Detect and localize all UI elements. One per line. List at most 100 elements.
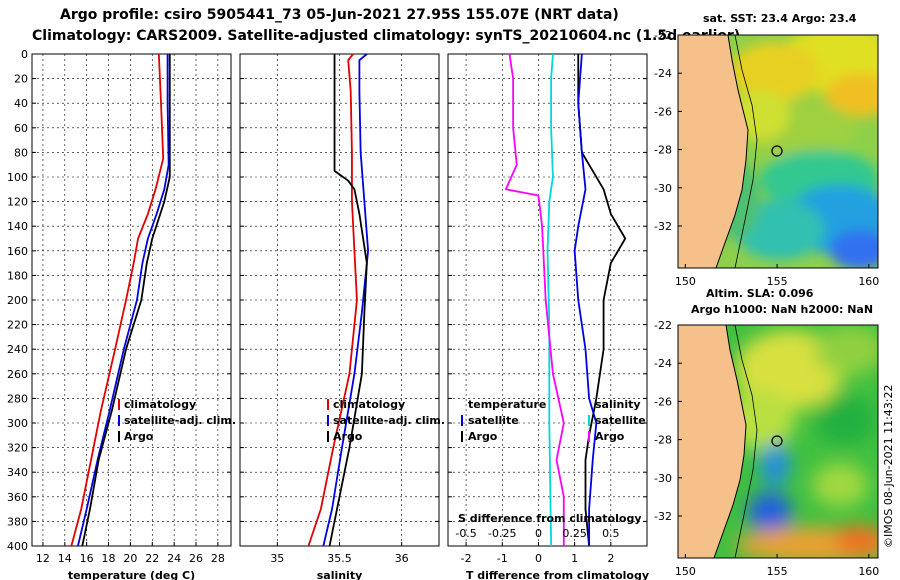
lat-tick-label: -32 bbox=[654, 220, 672, 233]
x-tick-label: 1 bbox=[571, 552, 578, 565]
lon-tick-label: 155 bbox=[767, 565, 788, 578]
title-line-1: Argo profile: csiro 5905441_73 05-Jun-20… bbox=[60, 7, 619, 23]
s-diff-tick-label: -0.25 bbox=[488, 527, 516, 540]
x-tick-label: 22 bbox=[145, 552, 159, 565]
sla-map-subtitle: Argo h1000: NaN h2000: NaN bbox=[691, 303, 873, 316]
lat-tick-label: -28 bbox=[654, 144, 672, 157]
x-tick-label: -2 bbox=[461, 552, 472, 565]
depth-tick-label: 40 bbox=[14, 97, 28, 110]
title-line-2: Climatology: CARS2009. Satellite-adjuste… bbox=[32, 28, 740, 44]
temperature-profile-chart: 0 20 40 60 80 100 120 140 160 180 200 220 240 260 280 3… bbox=[7, 48, 232, 580]
lat-tick-label: -32 bbox=[654, 510, 672, 523]
plot-frame bbox=[31, 53, 232, 547]
lon-tick-label: 155 bbox=[767, 275, 788, 288]
credit-text: ©IMOS 08-Jun-2021 11:43:22 bbox=[882, 384, 895, 548]
x-axis-label: salinity bbox=[317, 569, 363, 580]
lon-tick-label: 160 bbox=[858, 565, 879, 578]
lat-tick-label: -28 bbox=[654, 434, 672, 447]
depth-tick-label: 140 bbox=[7, 220, 28, 233]
x-tick-label: 20 bbox=[123, 552, 137, 565]
x-tick-label: 12 bbox=[36, 552, 50, 565]
depth-tick-label: 200 bbox=[7, 294, 28, 307]
s-difference-label: S difference from climatology bbox=[458, 512, 642, 525]
lat-tick-label: -26 bbox=[654, 395, 672, 408]
x-axis-label: temperature (deg C) bbox=[68, 569, 195, 580]
x-tick-label: -1 bbox=[497, 552, 508, 565]
legend-climatology: climatology bbox=[124, 398, 196, 411]
depth-tick-label: 380 bbox=[7, 515, 28, 528]
depth-tick-label: 100 bbox=[7, 171, 28, 184]
depth-tick-label: 160 bbox=[7, 245, 28, 258]
legend-sal-argo: Argo bbox=[595, 430, 625, 443]
depth-tick-label: 80 bbox=[14, 146, 28, 159]
series-line-satellite-adj-clim- bbox=[322, 53, 370, 547]
legend-difference-panel: temperature satellite Argo salinity sate… bbox=[461, 398, 646, 443]
series-line-climatology bbox=[307, 53, 358, 547]
x-tick-label: 24 bbox=[167, 552, 181, 565]
depth-tick-label: 60 bbox=[14, 122, 28, 135]
sla-map-title: Altim. SLA: 0.096 bbox=[706, 287, 814, 300]
lat-tick-label: -22 bbox=[654, 319, 672, 332]
x-tick-label: 26 bbox=[189, 552, 203, 565]
x-tick-label: 35 bbox=[270, 552, 284, 565]
legend-argo: Argo bbox=[124, 430, 154, 443]
legend-temp-satellite: satellite bbox=[468, 414, 519, 427]
legend-climatology: climatology bbox=[333, 398, 405, 411]
x-tick-label: 28 bbox=[211, 552, 225, 565]
legend-temperature-panel: climatology satellite-adj. clim. Argo bbox=[118, 398, 236, 443]
legend-sal-satellite: satellite bbox=[595, 414, 646, 427]
sst-map-title: sat. SST: 23.4 Argo: 23.4 bbox=[703, 12, 857, 25]
series-line-temperature-argo bbox=[577, 54, 627, 547]
series-line-salinity-argo bbox=[504, 53, 565, 546]
legend-satellite-adj: satellite-adj. clim. bbox=[124, 414, 236, 427]
series-line-temperature-satellite bbox=[546, 53, 554, 547]
series-line-salinity-satellite bbox=[573, 53, 598, 546]
x-tick-label: 16 bbox=[80, 552, 94, 565]
salinity-profile-chart: 35 35.5 36 salinity bbox=[239, 53, 440, 580]
series-line-climatology bbox=[70, 53, 165, 547]
x-tick-label: 14 bbox=[58, 552, 72, 565]
argo-location-marker bbox=[771, 145, 783, 157]
difference-profile-chart: -2 -1 0 1 2 T difference from climatology bbox=[447, 53, 649, 580]
x-tick-label: 0 bbox=[535, 552, 542, 565]
s-diff-tick-label: 0.25 bbox=[562, 527, 587, 540]
lat-tick-label: -24 bbox=[654, 67, 672, 80]
lat-tick-label: -24 bbox=[654, 357, 672, 370]
depth-tick-label: 400 bbox=[7, 540, 28, 553]
x-tick-label: 18 bbox=[102, 552, 116, 565]
depth-tick-label: 280 bbox=[7, 392, 28, 405]
series-line-argo bbox=[81, 54, 171, 547]
s-diff-tick-label: 0.5 bbox=[602, 527, 620, 540]
x-tick-label: 2 bbox=[607, 552, 614, 565]
plot-frame bbox=[447, 53, 648, 547]
legend-satellite-adj: satellite-adj. clim. bbox=[333, 414, 445, 427]
lon-tick-label: 150 bbox=[675, 275, 696, 288]
lon-tick-label: 150 bbox=[675, 565, 696, 578]
sst-map bbox=[677, 34, 879, 269]
depth-tick-label: 360 bbox=[7, 491, 28, 504]
series-line-argo bbox=[328, 54, 368, 547]
legend-salinity-title: salinity bbox=[595, 398, 641, 411]
depth-tick-label: 180 bbox=[7, 269, 28, 282]
legend-salinity-panel: climatology satellite-adj. clim. Argo bbox=[327, 398, 445, 443]
lat-tick-label: -30 bbox=[654, 472, 672, 485]
lat-tick-label: -30 bbox=[654, 182, 672, 195]
depth-tick-label: 260 bbox=[7, 368, 28, 381]
depth-tick-label: 0 bbox=[21, 48, 28, 61]
series-line-satellite-adj-clim- bbox=[77, 54, 170, 547]
depth-tick-label: 220 bbox=[7, 319, 28, 332]
x-tick-label: 35.5 bbox=[327, 552, 352, 565]
x-tick-label: 36 bbox=[395, 552, 409, 565]
sla-map bbox=[677, 324, 879, 559]
argo-location-marker bbox=[771, 435, 783, 447]
x-axis-label: T difference from climatology bbox=[466, 569, 649, 580]
legend-argo: Argo bbox=[333, 430, 363, 443]
depth-tick-label: 20 bbox=[14, 73, 28, 86]
lat-tick-label: -22 bbox=[654, 29, 672, 42]
depth-tick-label: 240 bbox=[7, 343, 28, 356]
depth-tick-label: 340 bbox=[7, 466, 28, 479]
lat-tick-label: -26 bbox=[654, 105, 672, 118]
lon-tick-label: 160 bbox=[858, 275, 879, 288]
s-diff-tick-label: -0.5 bbox=[455, 527, 476, 540]
s-diff-tick-label: 0 bbox=[535, 527, 542, 540]
